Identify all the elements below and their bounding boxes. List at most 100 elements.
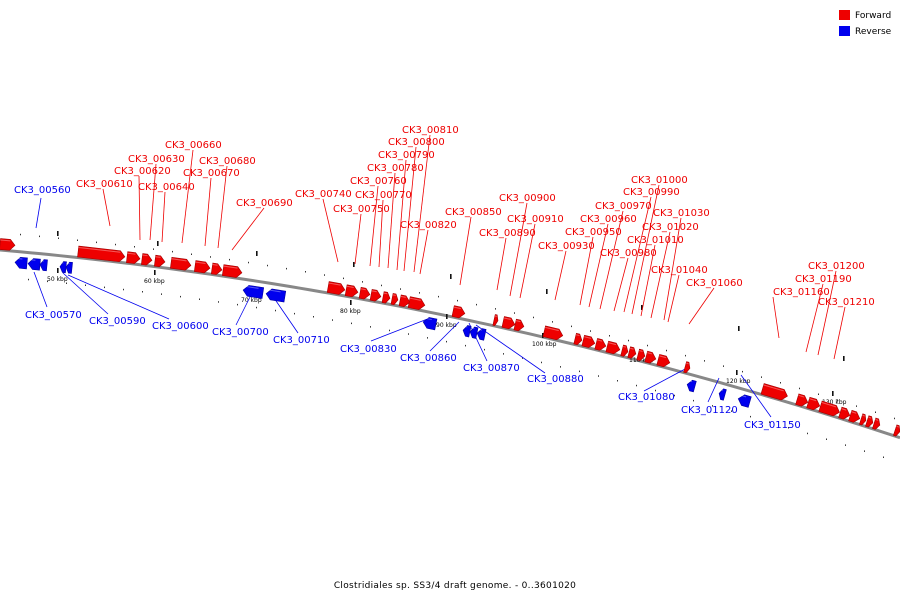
reverse-gene[interactable] [265,288,287,303]
reverse-gene[interactable] [422,317,438,331]
reverse-gene-label[interactable]: CK3_00710 [273,335,330,346]
forward-gene[interactable] [872,417,881,430]
forward-gene-label[interactable]: CK3_00760 [350,176,407,187]
reverse-gene-label[interactable]: CK3_00880 [527,374,584,385]
forward-gene-label[interactable]: CK3_00780 [367,163,424,174]
forward-gene-label[interactable]: CK3_00640 [138,182,195,193]
forward-gene-label[interactable]: CK3_01200 [808,261,865,272]
forward-gene[interactable] [193,260,211,274]
forward-gene[interactable] [838,406,852,420]
reverse-gene-label[interactable]: CK3_00700 [212,327,269,338]
forward-gene-label[interactable]: CK3_00960 [580,214,637,225]
reverse-gene[interactable] [242,285,265,299]
forward-gene[interactable] [381,291,391,304]
forward-gene[interactable] [865,415,874,428]
forward-gene-label[interactable]: CK3_00670 [183,168,240,179]
forward-gene-label[interactable]: CK3_00890 [479,228,536,239]
forward-gene[interactable] [344,284,359,298]
forward-gene[interactable] [358,286,371,300]
forward-gene[interactable] [390,293,399,306]
forward-gene-label[interactable]: CK3_00680 [199,156,256,167]
forward-gene-label[interactable]: CK3_00910 [507,214,564,225]
reverse-gene[interactable] [462,325,472,338]
forward-gene-label[interactable]: CK3_01040 [651,265,708,276]
forward-gene-label[interactable]: CK3_00970 [595,201,652,212]
forward-gene[interactable] [398,294,411,308]
forward-gene[interactable] [501,316,516,330]
forward-gene[interactable] [806,396,822,411]
forward-gene-label[interactable]: CK3_00990 [623,187,680,198]
forward-gene[interactable] [573,332,583,346]
reverse-gene-label[interactable]: CK3_00590 [89,316,146,327]
forward-gene-label[interactable]: CK3_00820 [400,220,457,231]
forward-gene[interactable] [513,318,525,332]
forward-gene[interactable] [818,400,841,417]
forward-gene-label[interactable]: CK3_01000 [631,175,688,186]
reverse-gene[interactable] [27,258,41,271]
forward-gene[interactable] [893,424,900,437]
reverse-gene-label[interactable]: CK3_00600 [152,321,209,332]
forward-gene[interactable] [683,361,692,374]
reverse-gene-label[interactable]: CK3_01080 [618,392,675,403]
forward-gene-label[interactable]: CK3_01160 [773,287,830,298]
forward-gene-label[interactable]: CK3_00610 [76,179,133,190]
forward-gene-label[interactable]: CK3_00660 [165,140,222,151]
forward-gene-label[interactable]: CK3_00800 [388,137,445,148]
forward-gene[interactable] [170,256,192,271]
forward-gene-label[interactable]: CK3_00690 [236,198,293,209]
reverse-gene-label[interactable]: CK3_01120 [681,405,738,416]
reverse-gene[interactable] [59,261,67,274]
forward-gene-label[interactable]: CK3_01210 [818,297,875,308]
reverse-gene-label[interactable]: CK3_00870 [463,363,520,374]
forward-gene[interactable] [0,238,16,251]
forward-gene[interactable] [605,340,621,355]
forward-gene-label[interactable]: CK3_00810 [402,125,459,136]
forward-gene[interactable] [451,305,466,319]
reverse-gene-label[interactable]: CK3_00560 [14,185,71,196]
forward-gene[interactable] [620,344,630,357]
reverse-gene[interactable] [469,326,479,339]
forward-gene-label[interactable]: CK3_00630 [128,154,185,165]
forward-gene-label[interactable]: CK3_00950 [565,227,622,238]
forward-gene[interactable] [760,383,789,402]
forward-gene-label[interactable]: CK3_00770 [355,190,412,201]
reverse-gene[interactable] [65,261,73,274]
forward-gene[interactable] [644,350,657,364]
forward-gene[interactable] [581,334,596,349]
forward-gene-label[interactable]: CK3_00790 [378,150,435,161]
forward-gene[interactable] [326,281,346,296]
forward-gene-label[interactable]: CK3_00850 [445,207,502,218]
forward-gene[interactable] [594,338,607,351]
forward-gene[interactable] [369,289,382,302]
forward-gene[interactable] [210,262,223,275]
reverse-gene[interactable] [14,256,28,270]
forward-gene[interactable] [848,409,862,424]
forward-gene[interactable] [656,354,671,368]
forward-gene-label[interactable]: CK3_00740 [295,189,352,200]
forward-gene-label[interactable]: CK3_01020 [642,222,699,233]
forward-gene[interactable] [126,251,141,265]
forward-gene-label[interactable]: CK3_00750 [333,204,390,215]
forward-gene-label[interactable]: CK3_01030 [653,208,710,219]
forward-gene[interactable] [542,325,564,341]
forward-gene-label[interactable]: CK3_01190 [795,274,852,285]
forward-gene-label[interactable]: CK3_01060 [686,278,743,289]
forward-gene-label[interactable]: CK3_00930 [538,241,595,252]
reverse-gene-label[interactable]: CK3_01150 [744,420,801,431]
forward-gene[interactable] [627,346,638,359]
forward-gene[interactable] [221,264,243,279]
reverse-gene[interactable] [718,388,727,401]
reverse-gene[interactable] [476,328,487,341]
reverse-gene[interactable] [686,379,697,393]
reverse-gene[interactable] [737,393,752,408]
forward-gene[interactable] [77,245,126,263]
forward-gene-label[interactable]: CK3_00620 [114,166,171,177]
forward-gene[interactable] [636,348,647,361]
reverse-gene[interactable] [39,259,48,272]
reverse-gene-label[interactable]: CK3_00830 [340,344,397,355]
forward-gene[interactable] [407,296,426,311]
reverse-gene-label[interactable]: CK3_00570 [25,310,82,321]
forward-gene[interactable] [859,413,867,426]
forward-gene-label[interactable]: CK3_00900 [499,193,556,204]
forward-gene-label[interactable]: CK3_00980 [600,248,657,259]
